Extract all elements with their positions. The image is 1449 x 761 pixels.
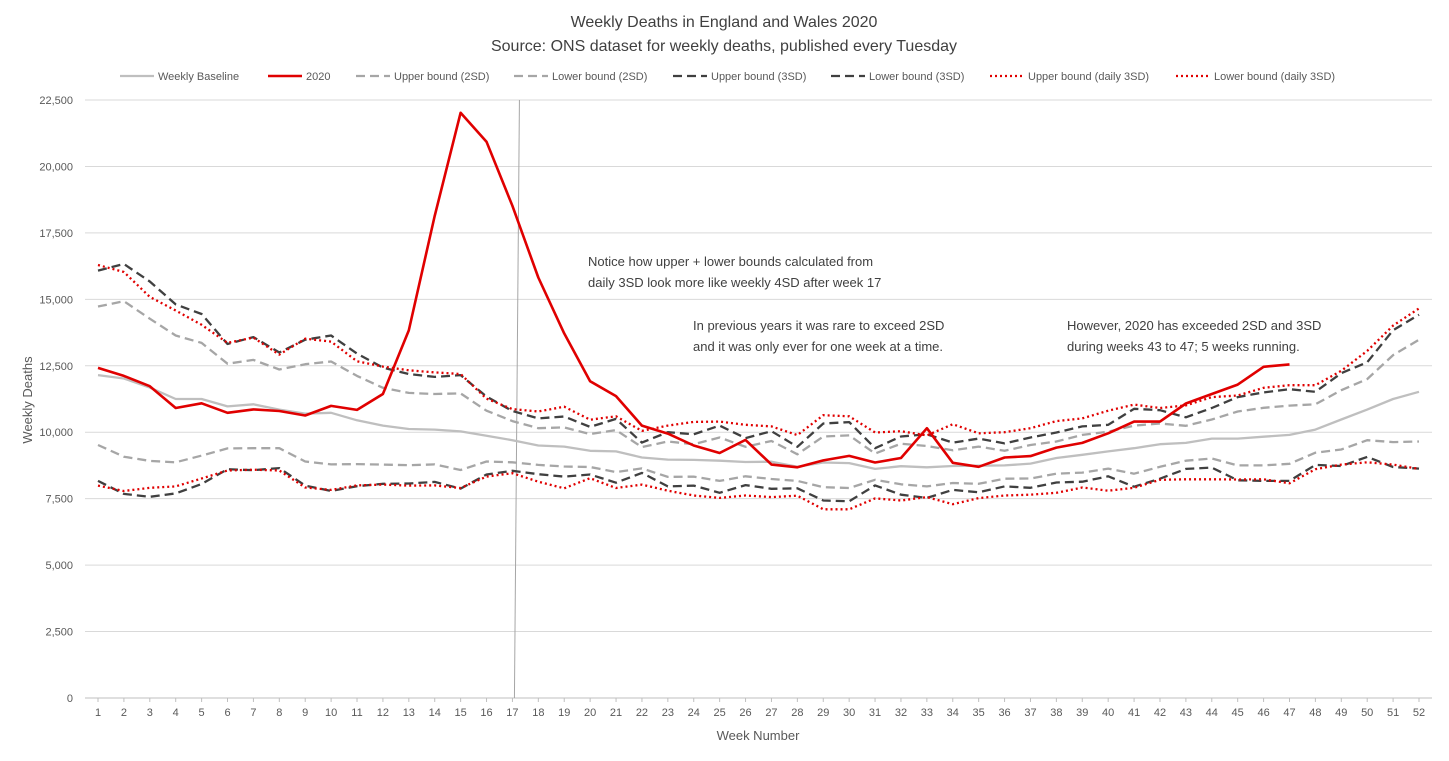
x-tick-label: 45 bbox=[1232, 707, 1244, 719]
x-tick-label: 31 bbox=[869, 707, 881, 719]
y-tick-label: 20,000 bbox=[39, 161, 73, 173]
y-tick-label: 7,500 bbox=[45, 494, 73, 506]
y-tick-label: 12,500 bbox=[39, 361, 73, 373]
x-tick-label: 22 bbox=[636, 707, 648, 719]
series-line-0 bbox=[97, 373, 1420, 471]
legend-label-5: Lower bound (3SD) bbox=[869, 71, 964, 83]
x-tick-label: 44 bbox=[1206, 707, 1218, 719]
x-tick-label: 46 bbox=[1257, 707, 1269, 719]
x-tick-label: 34 bbox=[947, 707, 959, 719]
y-tick-label: 5,000 bbox=[45, 560, 73, 572]
legend-label-7: Lower bound (daily 3SD) bbox=[1214, 71, 1335, 83]
x-tick-label: 27 bbox=[765, 707, 777, 719]
y-tick-label: 22,500 bbox=[39, 95, 73, 107]
x-tick-label: 43 bbox=[1180, 707, 1192, 719]
legend-label-2: Upper bound (2SD) bbox=[394, 71, 489, 83]
x-tick-label: 10 bbox=[325, 707, 337, 719]
x-tick-label: 15 bbox=[455, 707, 467, 719]
x-tick-label: 17 bbox=[506, 707, 518, 719]
x-tick-label: 7 bbox=[250, 707, 256, 719]
legend-label-6: Upper bound (daily 3SD) bbox=[1028, 71, 1149, 83]
x-tick-label: 29 bbox=[817, 707, 829, 719]
axes: 0 2,500 5,000 7,500 10,000 12,500 15,000 17,500… bbox=[39, 95, 1432, 719]
chart-title: Weekly Deaths in England and Wales 2020 bbox=[571, 14, 878, 31]
x-tick-label: 37 bbox=[1024, 707, 1036, 719]
x-tick-label: 49 bbox=[1335, 707, 1347, 719]
x-tick-label: 41 bbox=[1128, 707, 1140, 719]
annotation-0-line-0: Notice how upper + lower bounds calculat… bbox=[588, 254, 873, 269]
x-tick-label: 8 bbox=[276, 707, 282, 719]
series-line-1 bbox=[97, 111, 1290, 469]
x-tick-label: 32 bbox=[895, 707, 907, 719]
x-tick-label: 20 bbox=[584, 707, 596, 719]
x-axis-title: Week Number bbox=[717, 728, 801, 743]
x-tick-label: 24 bbox=[688, 707, 700, 719]
x-tick-label: 18 bbox=[532, 707, 544, 719]
y-tick-label: 15,000 bbox=[39, 294, 73, 306]
x-tick-label: 5 bbox=[199, 707, 205, 719]
y-tick-label: 10,000 bbox=[39, 427, 73, 439]
x-tick-label: 14 bbox=[429, 707, 441, 719]
x-tick-label: 42 bbox=[1154, 707, 1166, 719]
x-tick-label: 36 bbox=[998, 707, 1010, 719]
x-tick-label: 30 bbox=[843, 707, 855, 719]
x-tick-label: 6 bbox=[224, 707, 230, 719]
x-tick-label: 38 bbox=[1050, 707, 1062, 719]
annotation-2-line-1: during weeks 43 to 47; 5 weeks running. bbox=[1067, 339, 1300, 354]
gridlines bbox=[85, 99, 1432, 699]
series-line-5 bbox=[97, 455, 1420, 503]
x-tick-label: 21 bbox=[610, 707, 622, 719]
x-tick-label: 39 bbox=[1076, 707, 1088, 719]
x-tick-label: 4 bbox=[173, 707, 179, 719]
y-tick-label: 17,500 bbox=[39, 228, 73, 240]
x-tick-label: 33 bbox=[921, 707, 933, 719]
chart-subtitle: Source: ONS dataset for weekly deaths, p… bbox=[491, 38, 957, 55]
x-tick-label: 12 bbox=[377, 707, 389, 719]
y-axis-title: Weekly Deaths bbox=[20, 356, 35, 444]
series-line-4 bbox=[97, 262, 1420, 450]
legend-label-0: Weekly Baseline bbox=[158, 71, 239, 83]
x-tick-label: 40 bbox=[1102, 707, 1114, 719]
y-tick-label: 2,500 bbox=[45, 627, 73, 639]
x-tick-label: 9 bbox=[302, 707, 308, 719]
annotation-1-line-0: In previous years it was rare to exceed … bbox=[693, 318, 944, 333]
annotation-0-line-1: daily 3SD look more like weekly 4SD afte… bbox=[588, 275, 881, 290]
legend-label-3: Lower bound (2SD) bbox=[552, 71, 647, 83]
x-tick-label: 47 bbox=[1283, 707, 1295, 719]
annotation-2-line-0: However, 2020 has exceeded 2SD and 3SD bbox=[1067, 318, 1321, 333]
x-tick-label: 26 bbox=[739, 707, 751, 719]
x-tick-label: 1 bbox=[95, 707, 101, 719]
series-line-3 bbox=[97, 439, 1420, 490]
x-tick-label: 3 bbox=[147, 707, 153, 719]
legend-label-1: 2020 bbox=[306, 71, 330, 83]
week-17-marker-line bbox=[513, 99, 520, 699]
annotation-1-line-1: and it was only ever for one week at a t… bbox=[693, 339, 943, 354]
series-line-2 bbox=[97, 300, 1420, 456]
x-tick-label: 25 bbox=[714, 707, 726, 719]
x-tick-label: 2 bbox=[121, 707, 127, 719]
x-tick-label: 19 bbox=[558, 707, 570, 719]
legend-label-4: Upper bound (3SD) bbox=[711, 71, 806, 83]
y-tick-label: 0 bbox=[67, 693, 73, 705]
annotations: Notice how upper + lower bounds calculat… bbox=[588, 254, 1321, 354]
series-group bbox=[97, 111, 1420, 511]
legend: Weekly Baseline 2020 Upper bound (2SD) Lowe… bbox=[120, 71, 1335, 83]
week-17-marker bbox=[513, 99, 520, 699]
x-tick-label: 48 bbox=[1309, 707, 1321, 719]
x-tick-label: 16 bbox=[480, 707, 492, 719]
x-tick-label: 51 bbox=[1387, 707, 1399, 719]
x-tick-label: 28 bbox=[791, 707, 803, 719]
x-tick-label: 23 bbox=[662, 707, 674, 719]
x-tick-label: 52 bbox=[1413, 707, 1425, 719]
x-tick-label: 13 bbox=[403, 707, 415, 719]
x-tick-label: 50 bbox=[1361, 707, 1373, 719]
x-tick-label: 35 bbox=[973, 707, 985, 719]
x-tick-label: 11 bbox=[351, 707, 362, 719]
